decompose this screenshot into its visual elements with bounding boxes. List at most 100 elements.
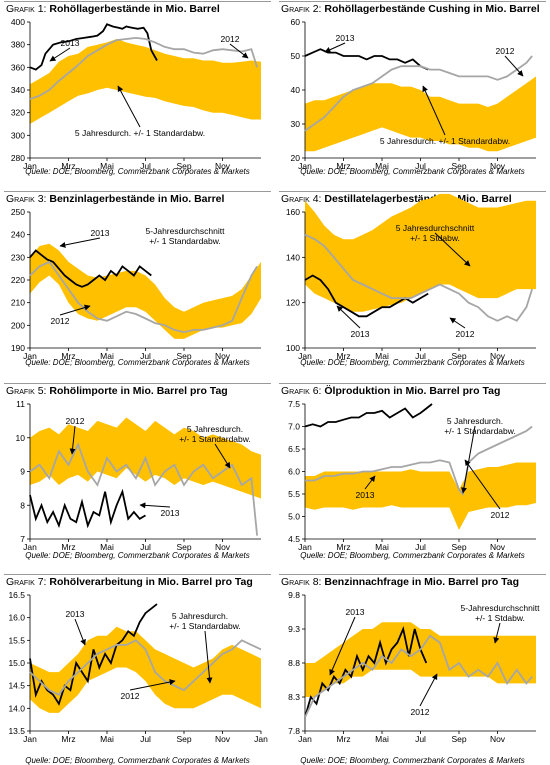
annotation-label: 2012: [51, 316, 70, 326]
x-tick-label: Nov: [215, 542, 231, 552]
annotation-label: 2013: [346, 607, 365, 617]
std-band: [305, 193, 536, 312]
chart-title: Grafik 5: Rohölimporte in Mio. Barrel pr…: [6, 385, 228, 397]
annotation-label: 2012: [411, 707, 430, 717]
x-tick-label: Jul: [140, 351, 151, 361]
x-tick-label: Mai: [375, 351, 389, 361]
panel-rule: [4, 383, 271, 384]
y-tick-label: 10: [16, 433, 26, 443]
y-tick-label: 120: [286, 298, 300, 308]
y-tick-label: 360: [11, 62, 25, 72]
x-tick-label: Sep: [176, 351, 191, 361]
chart-title: Grafik 1: Rohöllagerbestände in Mio. Bar…: [6, 3, 220, 15]
x-tick-label: Nov: [490, 734, 506, 744]
panel-rule: [279, 383, 546, 384]
panel-rule: [279, 191, 546, 192]
x-tick-label: Mrz: [336, 161, 350, 171]
x-tick-label: Jan: [254, 734, 268, 744]
std-band: [30, 243, 261, 339]
x-tick-label: Mai: [100, 542, 114, 552]
y-tick-label: 5.0: [288, 512, 300, 522]
y-tick-label: 14.0: [8, 703, 25, 713]
annotation-arrow: [59, 304, 91, 316]
chart-title-text: Rohölverarbeitung in Mio. Barrel pro Tag: [46, 576, 253, 588]
y-tick-label: 7.8: [288, 726, 300, 736]
annotation-arrow: [364, 475, 376, 490]
annotation-label: 2012: [496, 46, 515, 56]
panel-rule: [4, 1, 271, 2]
annotation-label: 2013: [91, 228, 110, 238]
source-note: Quelle: DOE; Bloomberg, Commerzbank Corp…: [300, 756, 525, 765]
annotation-arrow: [49, 47, 71, 62]
annotation-arrow: [129, 679, 176, 691]
annotation-label: 2012: [221, 34, 240, 44]
series-line-2012: [29, 639, 262, 696]
annotation-label: 2013: [336, 33, 355, 43]
annotation-arrow: [214, 443, 231, 469]
x-tick-label: Jan: [298, 734, 312, 744]
annotation-arrow: [117, 85, 141, 128]
std-band: [305, 622, 536, 697]
x-tick-label: Nov: [215, 734, 231, 744]
series-line-2013: [304, 274, 429, 318]
chart-title-text: Benzinlagerbestände in Mio. Barrel: [46, 193, 225, 205]
y-tick-label: 16.0: [8, 613, 25, 623]
x-tick-label: Mai: [375, 161, 389, 171]
series-line-2012: [304, 55, 533, 132]
x-tick-label: Jan: [23, 161, 37, 171]
annotation-label: +/- 1 Stdabw.: [410, 233, 460, 243]
y-tick-label: 8.8: [288, 658, 300, 668]
annotation-arrow: [460, 425, 476, 494]
chart-svg: 7.8 8.3 8.8 9.3 9.8 Jan Mrz Mai Jul Sep Nov 2013 5-J…: [288, 590, 540, 744]
x-tick-label: Mai: [375, 542, 389, 552]
annotation-label: +/- 1 Standardabw.: [179, 434, 251, 444]
y-tick-label: 100: [286, 343, 300, 353]
x-tick-label: Jul: [140, 542, 151, 552]
y-tick-label: 7.5: [288, 399, 300, 409]
source-note: Quelle: DOE; Bloomberg, Commerzbank Corp…: [300, 358, 525, 367]
series-line-2013: [29, 488, 146, 529]
y-tick-label: 400: [11, 17, 25, 27]
chart-title-text: Rohöllagerbestände in Mio. Barrel: [46, 3, 220, 15]
y-tick-label: 7: [20, 534, 25, 544]
annotation-label: 2012: [456, 329, 475, 339]
series-line-2013: [29, 249, 152, 288]
y-tick-label: 11: [16, 399, 25, 409]
panel-rule: [279, 1, 546, 2]
x-tick-label: Mrz: [336, 542, 350, 552]
x-tick-label: Jul: [415, 734, 426, 744]
y-tick-label: 210: [11, 298, 25, 308]
series-line-2012: [305, 425, 533, 497]
annotation-label: 5 Jahresdurch. +/- 1 Standardabw.: [380, 136, 510, 146]
x-tick-label: Jul: [140, 161, 151, 171]
x-tick-label: Jul: [415, 351, 426, 361]
y-tick-label: 60: [291, 17, 301, 27]
x-tick-label: Mai: [100, 351, 114, 361]
y-tick-label: 280: [11, 153, 25, 163]
y-tick-label: 190: [11, 343, 25, 353]
annotation-arrow: [336, 305, 361, 329]
y-tick-label: 300: [11, 130, 25, 140]
annotation-label: 2012: [66, 416, 85, 426]
series-line-2012: [29, 260, 258, 334]
annotation-arrow: [493, 622, 501, 644]
x-tick-label: Sep: [451, 351, 466, 361]
y-tick-label: 230: [11, 252, 25, 262]
x-tick-label: Nov: [215, 161, 231, 171]
chart-svg: 7 8 9 10 11 Jan Mrz Mai Jul Sep Nov 2012 5 Jahresdur…: [16, 399, 261, 552]
chart-title-prefix: Grafik 5:: [6, 385, 47, 397]
x-tick-label: Mai: [375, 734, 389, 744]
x-tick-label: Mrz: [336, 734, 350, 744]
y-tick-label: 9.8: [288, 590, 300, 600]
y-tick-label: 140: [286, 252, 300, 262]
source-note: Quelle: DOE; Bloomberg, Commerzbank Corp…: [25, 358, 250, 367]
x-tick-label: Jan: [298, 161, 312, 171]
y-tick-label: 14.5: [8, 681, 25, 691]
y-tick-label: 15.0: [8, 658, 25, 668]
annotation-label: 5 Jahresdurch.: [447, 416, 503, 426]
annotation-arrow: [59, 237, 101, 248]
source-note: Quelle: DOE; Bloomberg, Commerzbank Corp…: [25, 167, 250, 176]
annotation-label: +/- 1 Standardabw.: [169, 621, 241, 631]
annotation-arrow: [504, 55, 524, 77]
